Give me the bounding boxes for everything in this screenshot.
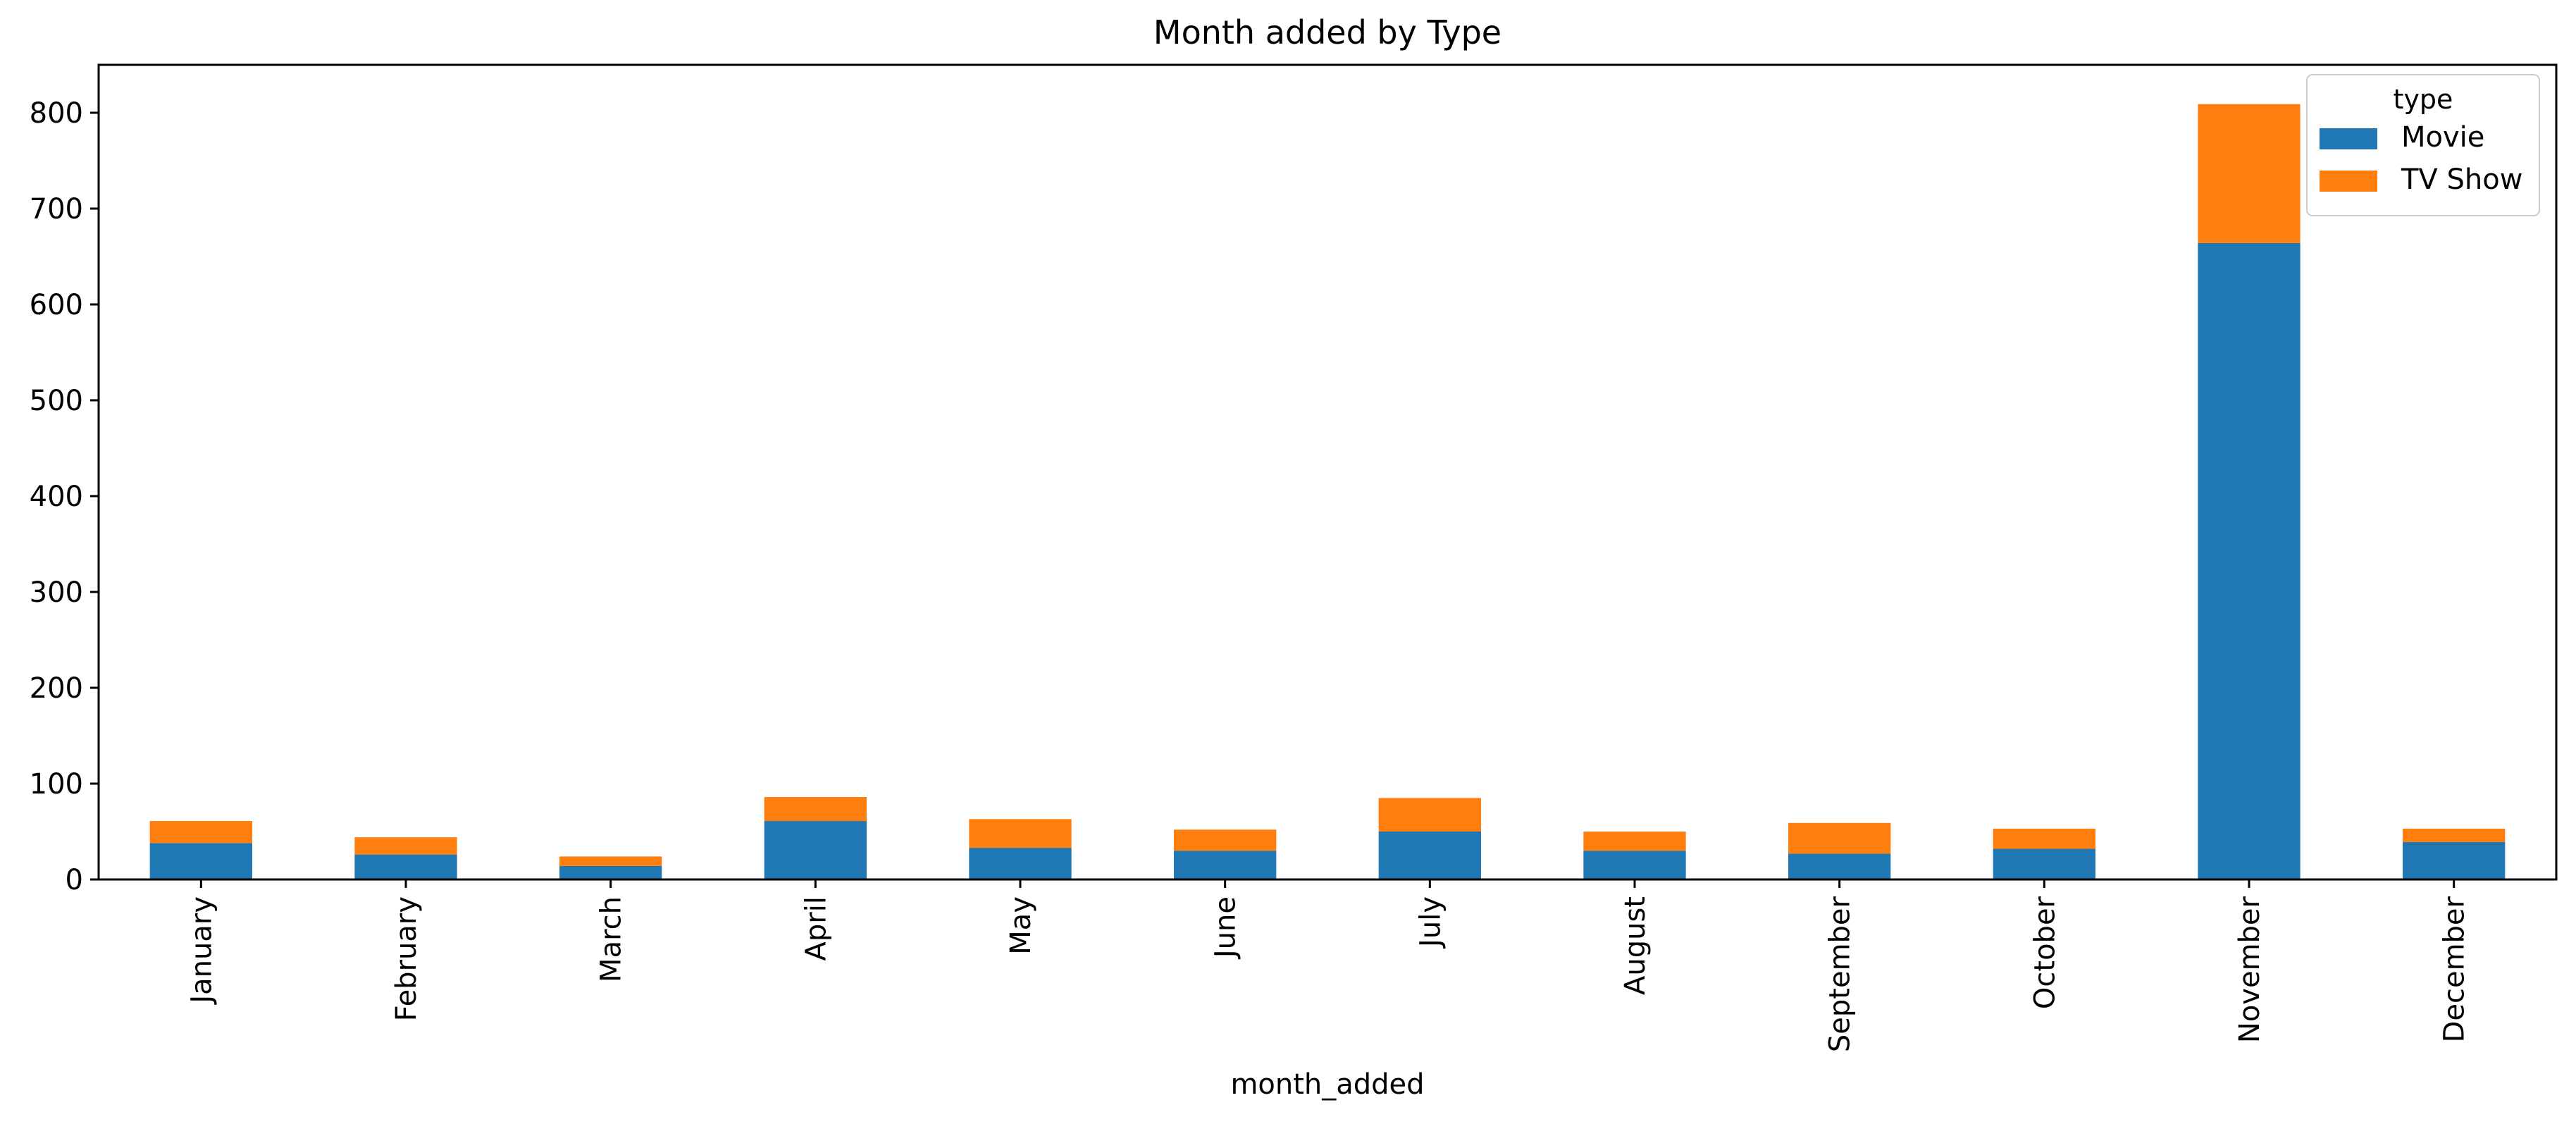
- bar-movie-november: [2198, 242, 2301, 880]
- legend-label: TV Show: [2401, 163, 2522, 196]
- bars-layer: [149, 104, 2506, 880]
- bar-movie-march: [559, 865, 662, 879]
- y-axis: 0 100 200 300 400 500 600 700 800: [30, 97, 99, 896]
- bar-movie-january: [149, 843, 252, 879]
- x-tick-label: January: [185, 896, 218, 1006]
- x-tick-label: July: [1414, 896, 1447, 949]
- x-tick-label: October: [2029, 896, 2061, 1009]
- bar-tv-show-december: [2403, 828, 2506, 842]
- x-tick-label: March: [595, 896, 628, 982]
- y-tick-label: 700: [30, 193, 83, 226]
- bar-movie-august: [1583, 851, 1686, 879]
- x-tick-label: April: [800, 896, 832, 961]
- bar-tv-show-october: [1993, 828, 2095, 849]
- bar-tv-show-january: [149, 821, 252, 844]
- legend: type Movie TV Show: [2306, 74, 2540, 216]
- bar-tv-show-may: [969, 819, 1072, 848]
- plot-frame: [97, 63, 2558, 881]
- legend-label: Movie: [2401, 121, 2484, 154]
- y-tick-label: 0: [66, 864, 83, 896]
- bar-tv-show-august: [1583, 832, 1686, 851]
- bar-movie-october: [1993, 848, 2095, 879]
- y-tick-label: 500: [30, 385, 83, 417]
- chart-title: Month added by Type: [1153, 13, 1501, 51]
- bar-tv-show-march: [559, 856, 662, 866]
- bar-movie-july: [1378, 832, 1481, 879]
- x-axis-label: month_added: [1230, 1068, 1424, 1101]
- bar-tv-show-september: [1788, 822, 1891, 854]
- bar-movie-february: [354, 854, 457, 879]
- bar-movie-december: [2403, 841, 2506, 879]
- bar-movie-april: [764, 821, 867, 879]
- legend-entries: Movie TV Show: [2320, 121, 2522, 196]
- legend-swatch: [2320, 171, 2377, 192]
- bar-tv-show-february: [354, 837, 457, 855]
- y-tick-label: 800: [30, 97, 83, 130]
- x-tick-label: September: [1824, 896, 1857, 1052]
- y-tick-label: 400: [30, 481, 83, 513]
- y-tick-label: 600: [30, 289, 83, 321]
- y-tick-label: 200: [30, 672, 83, 705]
- x-axis: January February March April May June July Augu…: [185, 879, 2471, 1052]
- bar-tv-show-november: [2198, 104, 2301, 243]
- x-tick-label: February: [390, 896, 423, 1021]
- x-tick-label: December: [2439, 896, 2471, 1042]
- x-tick-label: May: [1005, 896, 1037, 955]
- bar-movie-september: [1788, 853, 1891, 879]
- legend-swatch: [2320, 128, 2377, 149]
- x-tick-label: August: [1619, 896, 1652, 995]
- bar-movie-may: [969, 848, 1072, 879]
- legend-title: type: [2394, 84, 2453, 115]
- x-tick-label: June: [1210, 896, 1242, 960]
- y-tick-label: 300: [30, 576, 83, 609]
- x-tick-label: November: [2234, 896, 2266, 1043]
- bar-movie-june: [1174, 851, 1277, 879]
- bar-tv-show-april: [764, 797, 867, 822]
- bar-tv-show-june: [1174, 829, 1277, 851]
- bar-tv-show-july: [1378, 798, 1481, 832]
- y-tick-label: 100: [30, 768, 83, 801]
